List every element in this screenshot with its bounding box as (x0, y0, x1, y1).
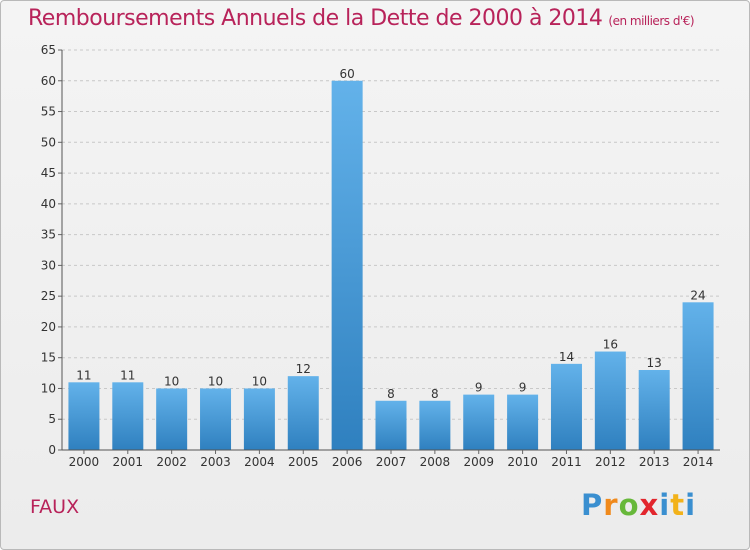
bar-value-label: 10 (252, 374, 267, 388)
bar-value-label: 10 (208, 374, 223, 388)
x-tick-label: 2013 (639, 455, 670, 469)
bar-value-label: 14 (559, 350, 574, 364)
bars: 11 11 10 10 10 12 60 8 8 9 9 14 16 13 24 (68, 67, 714, 451)
bar-value-label: 8 (387, 387, 395, 401)
bar-value-label: 16 (603, 338, 618, 352)
bar-value-label: 60 (339, 67, 354, 81)
x-tick-label: 2006 (332, 455, 363, 469)
bar-value-label: 10 (164, 374, 179, 388)
bar-2004 (243, 388, 275, 450)
x-tick-label: 2010 (507, 455, 538, 469)
x-tick-label: 2003 (200, 455, 231, 469)
bar-value-label: 9 (519, 381, 527, 395)
bar-2001 (112, 382, 144, 450)
y-tick-label: 40 (41, 197, 56, 211)
x-tick-label: 2000 (69, 455, 100, 469)
bar-2006 (331, 80, 363, 451)
x-tick-label: 2007 (376, 455, 407, 469)
y-tick-label: 30 (41, 258, 56, 272)
y-tick-label: 15 (41, 351, 56, 365)
y-tick-label: 20 (41, 320, 56, 334)
bar-2011 (550, 363, 582, 450)
bar-2000 (68, 382, 100, 450)
x-tick-label: 2009 (463, 455, 494, 469)
x-tick-label: 2001 (113, 455, 144, 469)
y-tick-label: 35 (41, 228, 56, 242)
y-tick-label: 65 (41, 43, 56, 57)
chart-title-text: Remboursements Annuels de la Dette de 20… (28, 6, 603, 31)
x-tick-label: 2011 (551, 455, 582, 469)
x-tick-label: 2002 (156, 455, 187, 469)
y-tick-label: 0 (48, 443, 56, 457)
chart-subtitle: (en milliers d'€) (608, 14, 695, 28)
bar-value-label: 24 (690, 288, 705, 302)
y-tick-label: 5 (48, 412, 56, 426)
bar-value-label: 11 (120, 368, 135, 382)
x-tick-label: 2005 (288, 455, 319, 469)
bar-2009 (463, 394, 495, 450)
x-tick-label: 2012 (595, 455, 626, 469)
bar-2010 (507, 394, 539, 450)
chart-title: Remboursements Annuels de la Dette de 20… (28, 6, 695, 31)
bar-value-label: 8 (431, 387, 439, 401)
bar-value-label: 12 (296, 362, 311, 376)
x-tick-label: 2008 (420, 455, 451, 469)
y-tick-label: 55 (41, 105, 56, 119)
bar-2003 (200, 388, 232, 450)
bar-2008 (419, 400, 451, 450)
x-tick-label: 2014 (683, 455, 714, 469)
bar-2007 (375, 400, 407, 450)
y-tick-label: 50 (41, 135, 56, 149)
commune-name: FAUX (30, 496, 80, 518)
x-tick-label: 2004 (244, 455, 275, 469)
y-tick-label: 60 (41, 74, 56, 88)
bar-2013 (638, 370, 670, 450)
y-axis: 0 5 10 15 20 25 30 35 40 45 50 55 60 65 (41, 43, 63, 457)
bar-2014 (682, 302, 714, 450)
y-tick-label: 25 (41, 289, 56, 303)
bar-2012 (594, 351, 626, 450)
bar-value-label: 13 (647, 356, 662, 370)
bar-value-label: 9 (475, 381, 483, 395)
bar-value-label: 11 (76, 368, 91, 382)
y-tick-label: 45 (41, 166, 56, 180)
proxiti-logo: Proxiti (581, 488, 697, 522)
x-axis: 2000 2001 2002 2003 2004 2005 2006 2007 2008 2009… (62, 449, 720, 469)
bar-2005 (287, 376, 319, 450)
bar-2002 (156, 388, 188, 450)
y-tick-label: 10 (41, 381, 56, 395)
